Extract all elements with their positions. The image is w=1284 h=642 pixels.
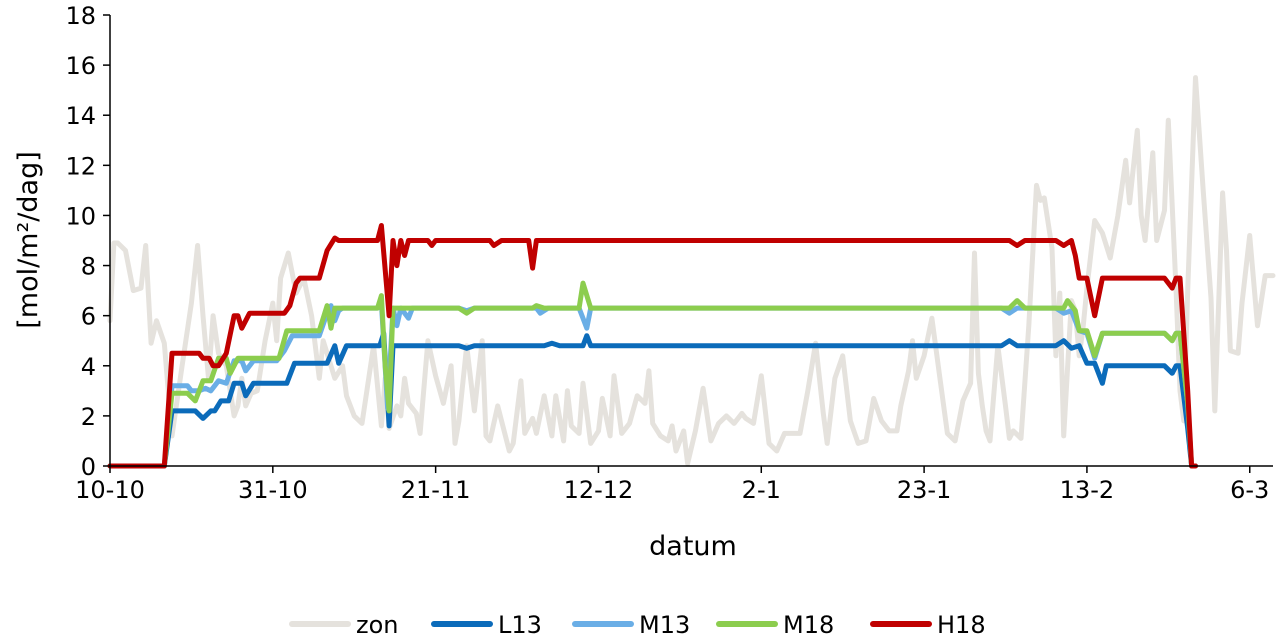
x-tick-label: 12-12 (564, 476, 634, 504)
y-tick-label: 12 (65, 152, 96, 180)
series-line-h18 (107, 223, 1198, 469)
x-tick-label: 6-3 (1230, 476, 1269, 504)
x-tick-label: 31-10 (238, 476, 308, 504)
y-tick-label: 8 (81, 253, 96, 281)
series-line-l13 (107, 330, 1198, 469)
legend-label: M13 (639, 611, 690, 639)
x-axis-title: datum (649, 531, 737, 562)
legend-label: M18 (783, 611, 834, 639)
y-tick-label: 4 (81, 353, 96, 381)
legend-item-m18: M18 (716, 611, 834, 639)
x-tick-label: 23-1 (897, 476, 951, 504)
plot-area (107, 75, 1276, 469)
x-tick-label: 21-11 (401, 476, 471, 504)
y-tick-label: 16 (65, 52, 96, 80)
x-tick-label: 13-2 (1060, 476, 1114, 504)
legend-item-zon: zon (289, 611, 399, 639)
y-tick-label: 10 (65, 202, 96, 230)
x-tick-label: 10-10 (75, 476, 145, 504)
legend-item-l13: L13 (431, 611, 542, 639)
legend-label: H18 (937, 611, 986, 639)
series-line-zon (107, 75, 1276, 466)
legend-item-h18: H18 (870, 611, 986, 639)
legend-label: zon (356, 611, 399, 639)
y-tick-label: 2 (81, 403, 96, 431)
axes: 0 2 4 6 8 10 12 14 16 18 10-10 31-10 21-11 12-12 2-1 23… (65, 2, 1273, 504)
legend-label: L13 (498, 611, 542, 639)
y-tick-label: 18 (65, 2, 96, 30)
y-tick-label: 0 (81, 453, 96, 481)
x-tick-label: 2-1 (742, 476, 781, 504)
legend: zon L13 M13 M18 H18 (289, 611, 986, 639)
y-tick-label: 6 (81, 303, 96, 331)
y-axis-title: [mol/m²/dag] (13, 151, 44, 329)
legend-item-m13: M13 (572, 611, 690, 639)
y-tick-label: 14 (65, 102, 96, 130)
